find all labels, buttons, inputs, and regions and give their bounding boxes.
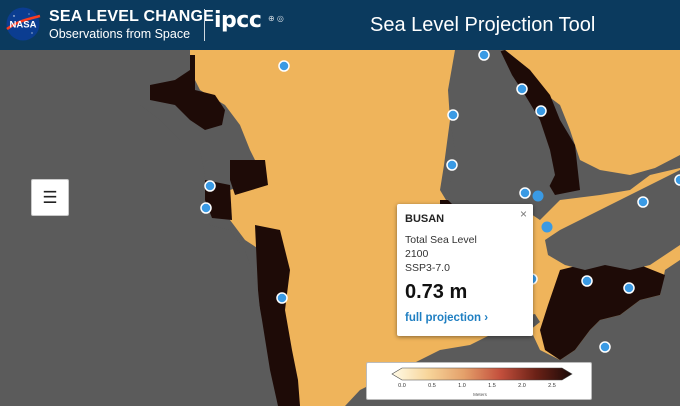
ocean-area-east [505, 50, 680, 175]
station-marker[interactable] [478, 50, 490, 61]
land-korea [448, 50, 555, 215]
station-marker[interactable] [276, 292, 288, 304]
station-marker[interactable] [599, 341, 611, 353]
map-svg[interactable] [0, 50, 680, 406]
station-marker[interactable] [516, 83, 528, 95]
land-japan [545, 170, 680, 270]
popup-variable: Total Sea Level [405, 234, 477, 246]
station-marker[interactable] [519, 187, 531, 199]
full-projection-link[interactable]: full projection › [405, 312, 489, 324]
station-popup: × BUSAN Total Sea Level 2100 SSP3-7.0 0.… [397, 204, 533, 336]
station-marker[interactable] [581, 275, 593, 287]
header-divider [204, 9, 205, 41]
hamburger-icon: ☰ [42, 187, 58, 207]
legend-unit: Meters [473, 392, 487, 397]
legend-bar-shape [391, 367, 573, 381]
nasa-logo[interactable]: NASA [4, 7, 42, 41]
station-marker[interactable] [278, 60, 290, 72]
menu-button[interactable]: ☰ [31, 179, 69, 216]
nasa-logo-text: NASA [10, 20, 37, 31]
legend-tick: 1.5 [488, 383, 496, 389]
color-legend: 0.0 0.5 1.0 1.5 2.0 2.5 Meters [366, 362, 592, 400]
brand-block[interactable]: SEA LEVEL CHANGE Observations from Space [49, 9, 214, 41]
legend-tick: 1.0 [458, 383, 466, 389]
legend-tick: 2.0 [518, 383, 526, 389]
station-marker[interactable] [447, 109, 459, 121]
station-marker[interactable] [674, 174, 680, 186]
popup-location: BUSAN [405, 213, 445, 225]
station-marker[interactable] [204, 180, 216, 192]
map-canvas[interactable] [0, 50, 680, 406]
wmo-unep-icons: ⊕ ◎ [268, 14, 284, 23]
station-marker-selected[interactable] [532, 190, 544, 202]
brand-title: SEA LEVEL CHANGE [49, 8, 215, 25]
popup-scenario: SSP3-7.0 [405, 262, 450, 274]
dark-shelf-2 [230, 160, 268, 195]
dark-shelf-6 [255, 225, 300, 406]
popup-year: 2100 [405, 248, 429, 260]
station-marker-selected[interactable] [541, 221, 553, 233]
station-marker[interactable] [623, 282, 635, 294]
legend-colorbar [391, 367, 573, 381]
close-icon[interactable]: × [519, 207, 527, 221]
legend-tick: 0.5 [428, 383, 436, 389]
header-bar: NASA SEA LEVEL CHANGE Observations from … [0, 0, 680, 50]
legend-tick: 0.0 [398, 383, 406, 389]
station-marker[interactable] [200, 202, 212, 214]
station-marker[interactable] [535, 105, 547, 117]
popup-value: 0.73 m [405, 281, 468, 303]
station-marker[interactable] [637, 196, 649, 208]
legend-tick: 2.5 [548, 383, 556, 389]
station-marker[interactable] [446, 159, 458, 171]
ipcc-logo[interactable]: ipcc [214, 8, 262, 33]
app-title: Sea Level Projection Tool [370, 14, 596, 36]
brand-subtitle: Observations from Space [49, 27, 191, 41]
land-china [0, 50, 278, 406]
